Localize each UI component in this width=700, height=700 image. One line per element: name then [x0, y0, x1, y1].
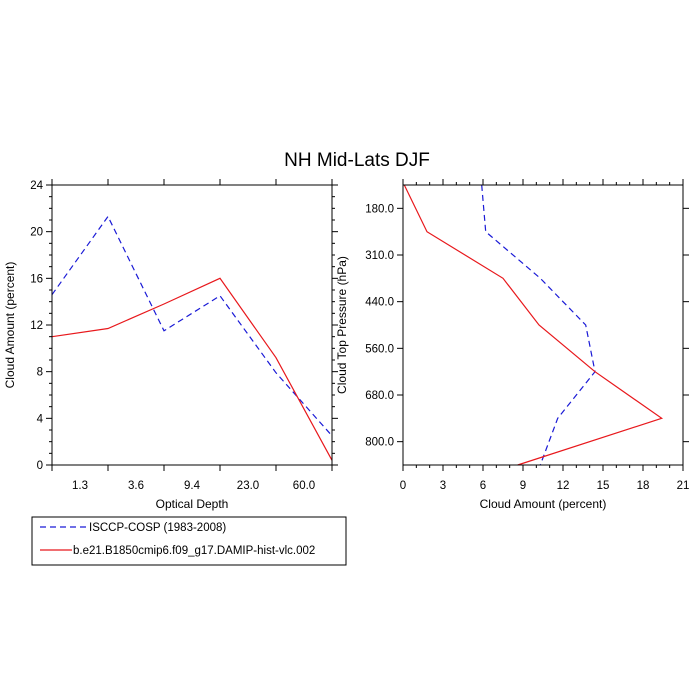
right-series-layer: [403, 184, 664, 466]
left-panel: 0 4 8 12 16 20 24 1.3 3.6 9.4 23.0 60.0 Optical Dep…: [3, 179, 338, 511]
right-y-tick-label: 680.0: [365, 390, 394, 402]
left-y-tick-label: 4: [37, 413, 44, 425]
right-x-axis-label: Cloud Amount (percent): [480, 497, 607, 511]
left-x-tick-label: 1.3: [72, 480, 88, 492]
left-y-tick-label: 20: [30, 227, 43, 239]
right-y-tick-label: 800.0: [365, 437, 394, 449]
left-series-line-1: [51, 277, 333, 461]
right-series-line-0: [481, 184, 596, 466]
right-series-line-1: [403, 184, 664, 466]
left-y-tick-label: 16: [30, 273, 43, 285]
left-x-tick-label: 3.6: [128, 480, 144, 492]
right-y-tick-label: 180.0: [365, 203, 394, 215]
right-y-tick-label: 560.0: [365, 343, 394, 355]
left-x-tick-label: 60.0: [293, 480, 315, 492]
left-x-axis-label: Optical Depth: [156, 497, 229, 511]
left-y-tick-label: 24: [30, 180, 43, 192]
left-y-axis-label: Cloud Amount (percent): [3, 262, 17, 389]
right-ticks-layer: 0 3 6 9 12 15 18 21 180.0 310.0 440.0 560.0 680.0 800…: [365, 179, 689, 492]
right-y-axis-label: Cloud Top Pressure (hPa): [335, 256, 349, 394]
left-ticks-layer: 0 4 8 12 16 20 24 1.3 3.6 9.4 23.0 60.0: [30, 179, 338, 492]
legend-label-model: b.e21.B1850cmip6.f09_g17.DAMIP-hist-vlc.…: [73, 545, 315, 557]
left-series-line-0: [51, 215, 333, 437]
right-y-tick-label: 440.0: [365, 297, 394, 309]
left-y-tick-label: 8: [37, 367, 43, 379]
left-y-tick-label: 0: [37, 460, 43, 472]
right-x-tick-label: 21: [677, 480, 690, 492]
right-x-tick-label: 9: [520, 480, 526, 492]
right-x-tick-label: 3: [440, 480, 446, 492]
right-x-tick-label: 18: [637, 480, 650, 492]
right-x-tick-label: 0: [400, 480, 406, 492]
left-x-tick-label: 9.4: [184, 480, 201, 492]
left-plot-frame: [51, 184, 333, 466]
right-y-tick-label: 310.0: [365, 250, 394, 262]
right-x-tick-label: 6: [480, 480, 486, 492]
legend-label-isccp: ISCCP-COSP (1983-2008): [89, 522, 226, 534]
legend: ISCCP-COSP (1983-2008) b.e21.B1850cmip6.…: [31, 516, 347, 566]
right-x-tick-label: 12: [557, 480, 570, 492]
figure-title: NH Mid-Lats DJF: [284, 150, 430, 171]
legend-box: [31, 516, 347, 566]
right-panel: 0 3 6 9 12 15 18 21 180.0 310.0 440.0 560.0 680.0 800…: [335, 179, 689, 511]
right-plot-frame: [402, 184, 684, 466]
right-x-tick-label: 15: [597, 480, 610, 492]
left-y-tick-label: 12: [30, 320, 43, 332]
left-series-layer: [51, 215, 333, 461]
left-x-tick-label: 23.0: [237, 480, 259, 492]
